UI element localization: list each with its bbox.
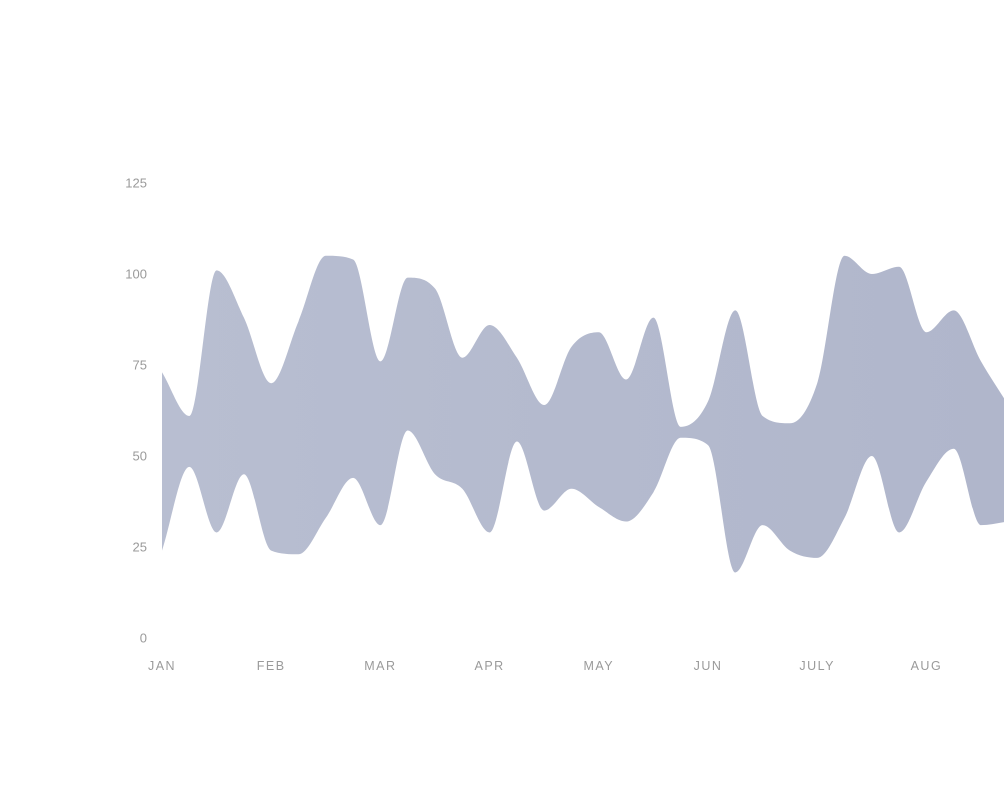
- x-tick-label-apr: APR: [474, 659, 504, 673]
- y-axis: 0 25 50 75 100 125: [125, 176, 147, 646]
- x-axis: JAN FEB MAR APR MAY JUN JULY AUG: [148, 659, 943, 673]
- y-tick-label: 100: [125, 267, 147, 282]
- x-tick-label-aug: AUG: [911, 659, 943, 673]
- x-tick-label-may: MAY: [583, 659, 614, 673]
- x-tick-label-jun: JUN: [694, 659, 723, 673]
- plot-area: [162, 255, 1004, 573]
- y-tick-label: 50: [133, 449, 147, 464]
- x-tick-label-jan: JAN: [148, 659, 176, 673]
- range-band-area: [162, 255, 1004, 573]
- y-tick-label: 75: [133, 358, 147, 373]
- x-tick-label-mar: MAR: [364, 659, 396, 673]
- y-tick-label: 0: [140, 631, 147, 646]
- x-tick-label-feb: FEB: [257, 659, 286, 673]
- y-tick-label: 25: [133, 540, 147, 555]
- x-tick-label-july: JULY: [799, 659, 835, 673]
- y-tick-label: 125: [125, 176, 147, 191]
